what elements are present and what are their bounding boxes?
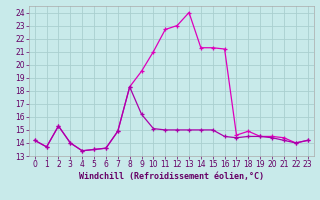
X-axis label: Windchill (Refroidissement éolien,°C): Windchill (Refroidissement éolien,°C) <box>79 172 264 181</box>
